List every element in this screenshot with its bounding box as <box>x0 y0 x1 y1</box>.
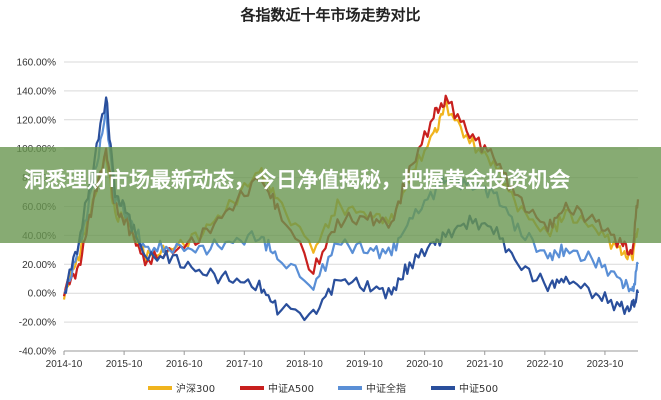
headline-banner: 洞悉理财市场最新动态，今日净值揭秘，把握黄金投资机会 <box>0 147 661 243</box>
chart-title: 各指数近十年市场走势对比 <box>240 6 421 24</box>
y-tick-label: 0.00% <box>28 289 56 300</box>
legend: 沪深300 中证A500 中证全指 中证500 <box>148 382 498 395</box>
x-tick-label: 2023-10 <box>587 359 624 370</box>
legend-label: 中证A500 <box>268 382 314 395</box>
x-axis-ticks: 2014-10 2015-10 2016-10 2017-10 2018-10 2019-… <box>46 351 624 370</box>
headline-text: 洞悉理财市场最新动态，今日净值揭秘，把握黄金投资机会 <box>24 168 570 192</box>
y-tick-label: 20.00% <box>22 260 56 271</box>
y-tick-label: 160.00% <box>17 58 57 69</box>
x-tick-label: 2022-10 <box>526 359 563 370</box>
x-tick-label: 2015-10 <box>106 359 143 370</box>
y-tick-label: 140.00% <box>17 86 57 97</box>
x-tick-label: 2018-10 <box>286 359 323 370</box>
legend-label: 沪深300 <box>176 382 215 395</box>
x-tick-label: 2021-10 <box>466 359 503 370</box>
x-tick-label: 2017-10 <box>226 359 263 370</box>
x-tick-label: 2014-10 <box>46 359 83 370</box>
y-tick-label: -20.00% <box>19 318 56 329</box>
legend-label: 中证全指 <box>366 382 406 395</box>
y-tick-label: -40.00% <box>19 347 56 358</box>
legend-label: 中证500 <box>459 382 498 395</box>
x-tick-label: 2019-10 <box>346 359 383 370</box>
y-tick-label: 120.00% <box>17 115 57 126</box>
x-tick-label: 2016-10 <box>166 359 203 370</box>
x-tick-label: 2020-10 <box>406 359 443 370</box>
